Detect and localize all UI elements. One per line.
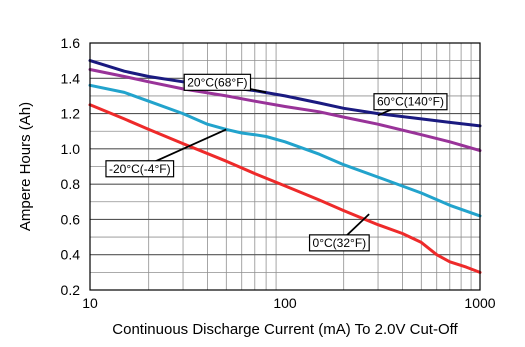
x-tick-label: 10: [82, 295, 98, 311]
annotation-text: 0°C(32°F): [313, 236, 367, 250]
annotation-label: 60°C(140°F): [373, 93, 448, 111]
annotation-label: 20°C(68°F): [183, 73, 252, 91]
annotation-box: [183, 73, 252, 91]
annotation-label: -20°C(-4°F): [105, 160, 175, 178]
annotation-label: 0°C(32°F): [308, 234, 370, 252]
y-tick-label: 1.6: [61, 35, 81, 51]
annotation-layer: 20°C(68°F) 60°C(140°F) -20°C(-4°F) 0°C(32°F…: [105, 73, 448, 252]
series-line: [88, 83, 482, 218]
series-line: [88, 68, 482, 153]
y-tick-label: 1.2: [61, 106, 81, 122]
annotation-box: [105, 160, 175, 178]
plot-frame: [89, 42, 481, 291]
series-line: [88, 59, 482, 128]
y-tick-label: 1.0: [61, 141, 81, 157]
annotation-text: -20°C(-4°F): [109, 162, 171, 176]
series-line: [88, 103, 482, 274]
y-tick-label: 0.4: [61, 247, 81, 263]
y-tick-label: 0.2: [61, 282, 81, 298]
y-axis-label: Ampere Hours (Ah): [17, 102, 34, 231]
annotation-box: [373, 93, 448, 111]
annotation-text: 20°C(68°F): [187, 75, 247, 89]
annotation-text: 60°C(140°F): [377, 95, 444, 109]
series-layer: [88, 59, 482, 274]
x-tick-label: 1000: [464, 295, 495, 311]
x-tick-label: 100: [273, 295, 297, 311]
y-tick-label: 0.6: [61, 211, 81, 227]
annotation-box: [308, 234, 370, 252]
y-tick-label: 0.8: [61, 176, 81, 192]
tick-layer: 10 100 1000 0.2 0.4 0.6 0.8 1.0 1.2 1.4 1.6: [61, 35, 496, 311]
x-axis-label: Continuous Discharge Current (mA) To 2.0…: [112, 321, 458, 338]
y-tick-label: 1.4: [61, 70, 81, 86]
